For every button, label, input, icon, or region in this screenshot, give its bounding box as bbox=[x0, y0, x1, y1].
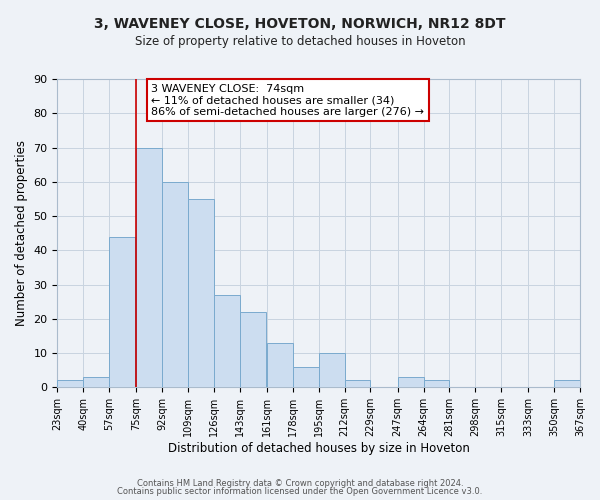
Bar bbox=[83, 377, 109, 388]
Bar bbox=[424, 380, 449, 388]
Bar bbox=[214, 295, 240, 388]
Bar bbox=[240, 312, 266, 388]
Bar bbox=[344, 380, 370, 388]
Bar bbox=[109, 236, 135, 388]
Bar bbox=[162, 182, 188, 388]
Bar bbox=[136, 148, 162, 388]
Text: Contains HM Land Registry data © Crown copyright and database right 2024.: Contains HM Land Registry data © Crown c… bbox=[137, 478, 463, 488]
Bar bbox=[188, 199, 214, 388]
Text: Size of property relative to detached houses in Hoveton: Size of property relative to detached ho… bbox=[134, 35, 466, 48]
Text: 3, WAVENEY CLOSE, HOVETON, NORWICH, NR12 8DT: 3, WAVENEY CLOSE, HOVETON, NORWICH, NR12… bbox=[94, 18, 506, 32]
Bar bbox=[58, 380, 83, 388]
X-axis label: Distribution of detached houses by size in Hoveton: Distribution of detached houses by size … bbox=[168, 442, 470, 455]
Bar bbox=[267, 343, 293, 388]
Y-axis label: Number of detached properties: Number of detached properties bbox=[15, 140, 28, 326]
Bar bbox=[554, 380, 580, 388]
Bar bbox=[398, 377, 424, 388]
Bar bbox=[293, 367, 319, 388]
Bar bbox=[319, 353, 344, 388]
Text: Contains public sector information licensed under the Open Government Licence v3: Contains public sector information licen… bbox=[118, 487, 482, 496]
Text: 3 WAVENEY CLOSE:  74sqm
← 11% of detached houses are smaller (34)
86% of semi-de: 3 WAVENEY CLOSE: 74sqm ← 11% of detached… bbox=[151, 84, 424, 117]
